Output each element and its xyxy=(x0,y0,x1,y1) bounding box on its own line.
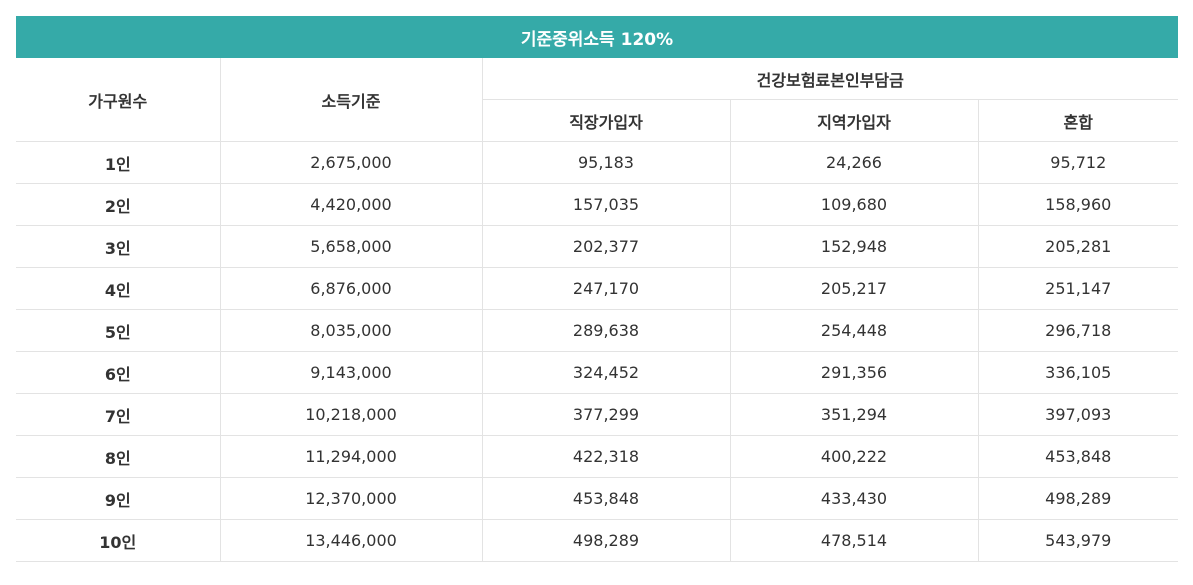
table-row: 6인 9,143,000 324,452 291,356 336,105 xyxy=(16,351,1179,394)
cell-regional: 152,948 xyxy=(730,225,979,268)
cell-income: 12,370,000 xyxy=(220,477,483,520)
cell-household: 5인 xyxy=(16,309,221,352)
cell-household: 3인 xyxy=(16,225,221,268)
cell-regional: 24,266 xyxy=(730,141,979,184)
header-row-2: 직장가입자 지역가입자 혼합 xyxy=(16,99,1179,142)
table-row: 2인 4,420,000 157,035 109,680 158,960 xyxy=(16,183,1179,226)
cell-employee: 377,299 xyxy=(482,393,731,436)
cell-employee: 453,848 xyxy=(482,477,731,520)
cell-income: 11,294,000 xyxy=(220,435,483,478)
cell-regional: 291,356 xyxy=(730,351,979,394)
cell-regional: 351,294 xyxy=(730,393,979,436)
header-premium-group: 건강보험료본인부담금 xyxy=(482,58,1179,100)
cell-income: 9,143,000 xyxy=(220,351,483,394)
cell-employee: 95,183 xyxy=(482,141,731,184)
cell-employee: 157,035 xyxy=(482,183,731,226)
cell-mixed: 498,289 xyxy=(978,477,1179,520)
table-row: 8인 11,294,000 422,318 400,222 453,848 xyxy=(16,435,1179,478)
table-row: 1인 2,675,000 95,183 24,266 95,712 xyxy=(16,141,1179,184)
header-mixed: 혼합 xyxy=(978,99,1179,142)
cell-employee: 324,452 xyxy=(482,351,731,394)
cell-income: 6,876,000 xyxy=(220,267,483,310)
cell-mixed: 95,712 xyxy=(978,141,1179,184)
cell-income: 5,658,000 xyxy=(220,225,483,268)
cell-mixed: 158,960 xyxy=(978,183,1179,226)
cell-mixed: 205,281 xyxy=(978,225,1179,268)
cell-mixed: 251,147 xyxy=(978,267,1179,310)
header-household: 가구원수 xyxy=(16,58,221,142)
cell-regional: 400,222 xyxy=(730,435,979,478)
cell-regional: 254,448 xyxy=(730,309,979,352)
cell-household: 9인 xyxy=(16,477,221,520)
cell-household: 4인 xyxy=(16,267,221,310)
cell-household: 10인 xyxy=(16,519,221,562)
table-title: 기준중위소득 120% xyxy=(16,16,1179,58)
cell-household: 7인 xyxy=(16,393,221,436)
cell-household: 8인 xyxy=(16,435,221,478)
cell-employee: 202,377 xyxy=(482,225,731,268)
cell-regional: 205,217 xyxy=(730,267,979,310)
cell-income: 2,675,000 xyxy=(220,141,483,184)
cell-income: 13,446,000 xyxy=(220,519,483,562)
title-row: 기준중위소득 120% xyxy=(16,16,1179,58)
cell-household: 6인 xyxy=(16,351,221,394)
header-row-1: 가구원수 소득기준 건강보험료본인부담금 xyxy=(16,58,1179,142)
cell-regional: 433,430 xyxy=(730,477,979,520)
cell-household: 1인 xyxy=(16,141,221,184)
cell-mixed: 336,105 xyxy=(978,351,1179,394)
table-header: 기준중위소득 120% 가구원수 소득기준 건강보험료본인부담금 직장가입자 지… xyxy=(16,16,1179,142)
table-row: 9인 12,370,000 453,848 433,430 498,289 xyxy=(16,477,1179,520)
cell-employee: 498,289 xyxy=(482,519,731,562)
income-table-container: 기준중위소득 120% 가구원수 소득기준 건강보험료본인부담금 직장가입자 지… xyxy=(16,16,1179,562)
cell-mixed: 397,093 xyxy=(978,393,1179,436)
table-body: 1인 2,675,000 95,183 24,266 95,712 2인 4,420,000… xyxy=(16,141,1179,562)
table-row: 10인 13,446,000 498,289 478,514 543,979 xyxy=(16,519,1179,562)
cell-regional: 109,680 xyxy=(730,183,979,226)
cell-mixed: 296,718 xyxy=(978,309,1179,352)
table-row: 4인 6,876,000 247,170 205,217 251,147 xyxy=(16,267,1179,310)
header-income: 소득기준 xyxy=(220,58,483,142)
cell-employee: 422,318 xyxy=(482,435,731,478)
cell-mixed: 543,979 xyxy=(978,519,1179,562)
table-row: 3인 5,658,000 202,377 152,948 205,281 xyxy=(16,225,1179,268)
cell-income: 4,420,000 xyxy=(220,183,483,226)
cell-employee: 247,170 xyxy=(482,267,731,310)
cell-income: 10,218,000 xyxy=(220,393,483,436)
income-premium-table: 기준중위소득 120% 가구원수 소득기준 건강보험료본인부담금 직장가입자 지… xyxy=(16,16,1179,562)
table-row: 7인 10,218,000 377,299 351,294 397,093 xyxy=(16,393,1179,436)
cell-employee: 289,638 xyxy=(482,309,731,352)
cell-mixed: 453,848 xyxy=(978,435,1179,478)
cell-household: 2인 xyxy=(16,183,221,226)
table-row: 5인 8,035,000 289,638 254,448 296,718 xyxy=(16,309,1179,352)
header-employee: 직장가입자 xyxy=(482,99,731,142)
header-regional: 지역가입자 xyxy=(730,99,979,142)
cell-regional: 478,514 xyxy=(730,519,979,562)
cell-income: 8,035,000 xyxy=(220,309,483,352)
